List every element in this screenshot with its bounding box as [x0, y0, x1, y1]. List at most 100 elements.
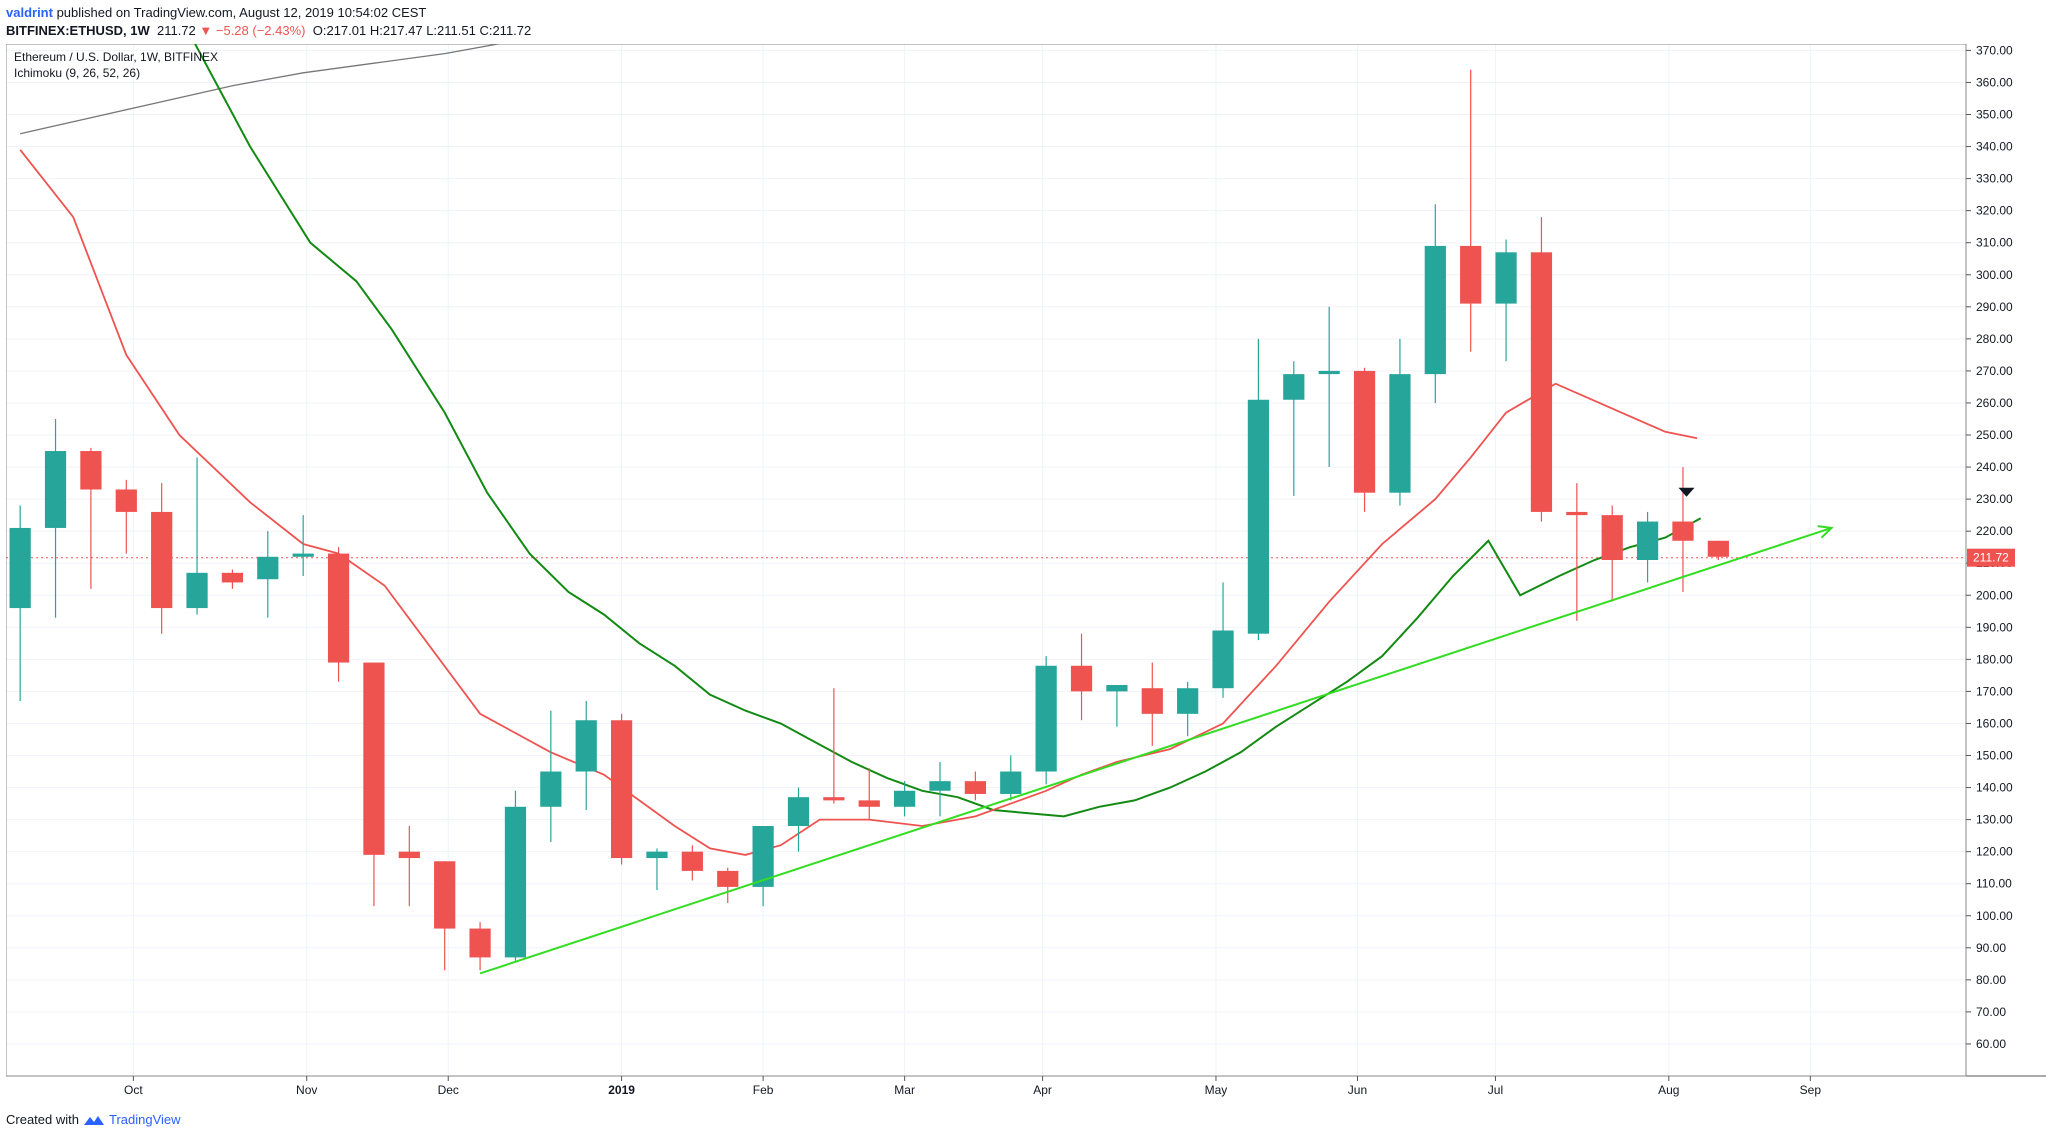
y-tick-label: 370.00: [1976, 44, 2013, 57]
candle-body: [257, 556, 279, 580]
candle: [469, 922, 491, 971]
candle-body: [363, 662, 385, 855]
x-tick-label: Feb: [753, 1083, 774, 1097]
candle: [1495, 239, 1517, 362]
candle-body: [1636, 521, 1659, 560]
candle: [610, 713, 633, 865]
candle-body: [9, 527, 31, 609]
candle-body: [1389, 374, 1411, 493]
candle-body: [1000, 771, 1022, 794]
candle: [1460, 69, 1482, 352]
candle: [363, 662, 385, 907]
candle: [823, 688, 845, 804]
candle: [929, 761, 951, 817]
candle: [186, 457, 208, 615]
y-tick-label: 240.00: [1976, 460, 2013, 474]
tradingview-link[interactable]: TradingView: [108, 1112, 181, 1127]
candle-body: [221, 572, 244, 583]
y-tick-label: 140.00: [1976, 781, 2013, 795]
candle: [80, 447, 102, 589]
y-tick-label: 170.00: [1976, 684, 2013, 698]
publish-line: valdrint published on TradingView.com, A…: [6, 4, 531, 22]
candle-body: [1212, 630, 1234, 689]
candle: [964, 771, 986, 801]
candle-body: [646, 851, 668, 859]
candle-body: [1707, 540, 1729, 557]
candle-body: [964, 781, 986, 794]
y-tick-label: 120.00: [1976, 845, 2013, 859]
author-link[interactable]: valdrint: [6, 5, 53, 20]
price-chart[interactable]: 60.00 70.00 80.00 90.00 100.00 110.00 120.00 13…: [5, 1, 2046, 1102]
candle: [646, 848, 668, 891]
candle-body: [1530, 252, 1553, 512]
candle: [681, 845, 703, 881]
y-tick-label: 200.00: [1976, 588, 2013, 602]
candle-body: [1424, 245, 1446, 375]
y-tick-label: 100.00: [1976, 909, 2013, 923]
y-tick-label: 80.00: [1976, 973, 2006, 987]
candle: [1035, 656, 1057, 785]
y-tick-label: 300.00: [1976, 268, 2013, 282]
candle-body: [894, 790, 916, 807]
x-tick-label: May: [1205, 1083, 1228, 1097]
candle: [1601, 505, 1623, 602]
chart-area[interactable]: 60.00 70.00 80.00 90.00 100.00 110.00 120.00 13…: [5, 1, 2046, 1107]
x-tick-label: 2019: [608, 1083, 635, 1097]
support-trendline: [479, 527, 1832, 975]
candle-body: [1247, 399, 1270, 634]
candle: [1247, 338, 1270, 641]
down-triangle-marker: [1678, 487, 1695, 497]
candle-body: [398, 851, 420, 859]
x-tick-label: Aug: [1658, 1083, 1679, 1097]
last-price-tag: [1967, 548, 2015, 567]
y-tick-label: 270.00: [1976, 364, 2013, 378]
candle: [540, 710, 562, 843]
y-tick-label: 190.00: [1976, 620, 2013, 634]
candle: [1106, 684, 1128, 727]
candle: [1212, 582, 1234, 698]
candle: [151, 483, 173, 634]
symbol-label: BITFINEX:ETHUSD, 1W: [6, 23, 150, 38]
candle: [1353, 367, 1376, 512]
candle: [752, 826, 774, 907]
x-tick-label: Mar: [894, 1083, 915, 1097]
y-tick-label: 290.00: [1976, 300, 2013, 314]
ohlc-values: O:217.01 H:217.47 L:211.51 C:211.72: [312, 23, 532, 38]
candle-body: [80, 451, 102, 490]
candle: [1530, 217, 1553, 522]
candle: [434, 861, 456, 971]
candle-body: [752, 826, 774, 887]
candle: [1283, 361, 1305, 496]
candle-body: [504, 806, 527, 958]
candle: [257, 531, 279, 618]
candle-body: [1177, 688, 1199, 714]
candle-body: [115, 489, 137, 512]
y-tick-label: 320.00: [1976, 204, 2013, 218]
y-tick-label: 350.00: [1976, 108, 2013, 122]
y-tick-label: 110.00: [1976, 877, 2012, 891]
y-tick-label: 180.00: [1976, 652, 2013, 666]
candle: [1177, 681, 1199, 737]
candle: [292, 515, 314, 577]
candle-body: [1353, 370, 1376, 493]
candle: [858, 768, 880, 820]
candle-body: [929, 781, 951, 791]
y-tick-label: 130.00: [1976, 813, 2013, 827]
candle-body: [1460, 245, 1482, 304]
candle: [894, 781, 916, 817]
candle: [1424, 204, 1446, 403]
trendline-arrowhead: [1817, 525, 1834, 539]
candle: [398, 826, 420, 907]
y-tick-label: 220.00: [1976, 524, 2013, 538]
symbol-line: BITFINEX:ETHUSD, 1W 211.72 ▼ −5.28 (−2.4…: [6, 22, 531, 40]
x-tick-label: Jul: [1488, 1083, 1503, 1097]
candle-body: [1106, 684, 1128, 692]
x-tick-label: Oct: [124, 1083, 143, 1097]
candle: [115, 479, 137, 554]
last-price: 211.72: [156, 23, 196, 38]
tradingview-logo-icon: [83, 1115, 104, 1125]
y-tick-label: 70.00: [1976, 1005, 2006, 1019]
candle-body: [610, 720, 633, 859]
last-price-tag-label: 211.72: [1973, 551, 2009, 565]
candle: [575, 701, 597, 810]
